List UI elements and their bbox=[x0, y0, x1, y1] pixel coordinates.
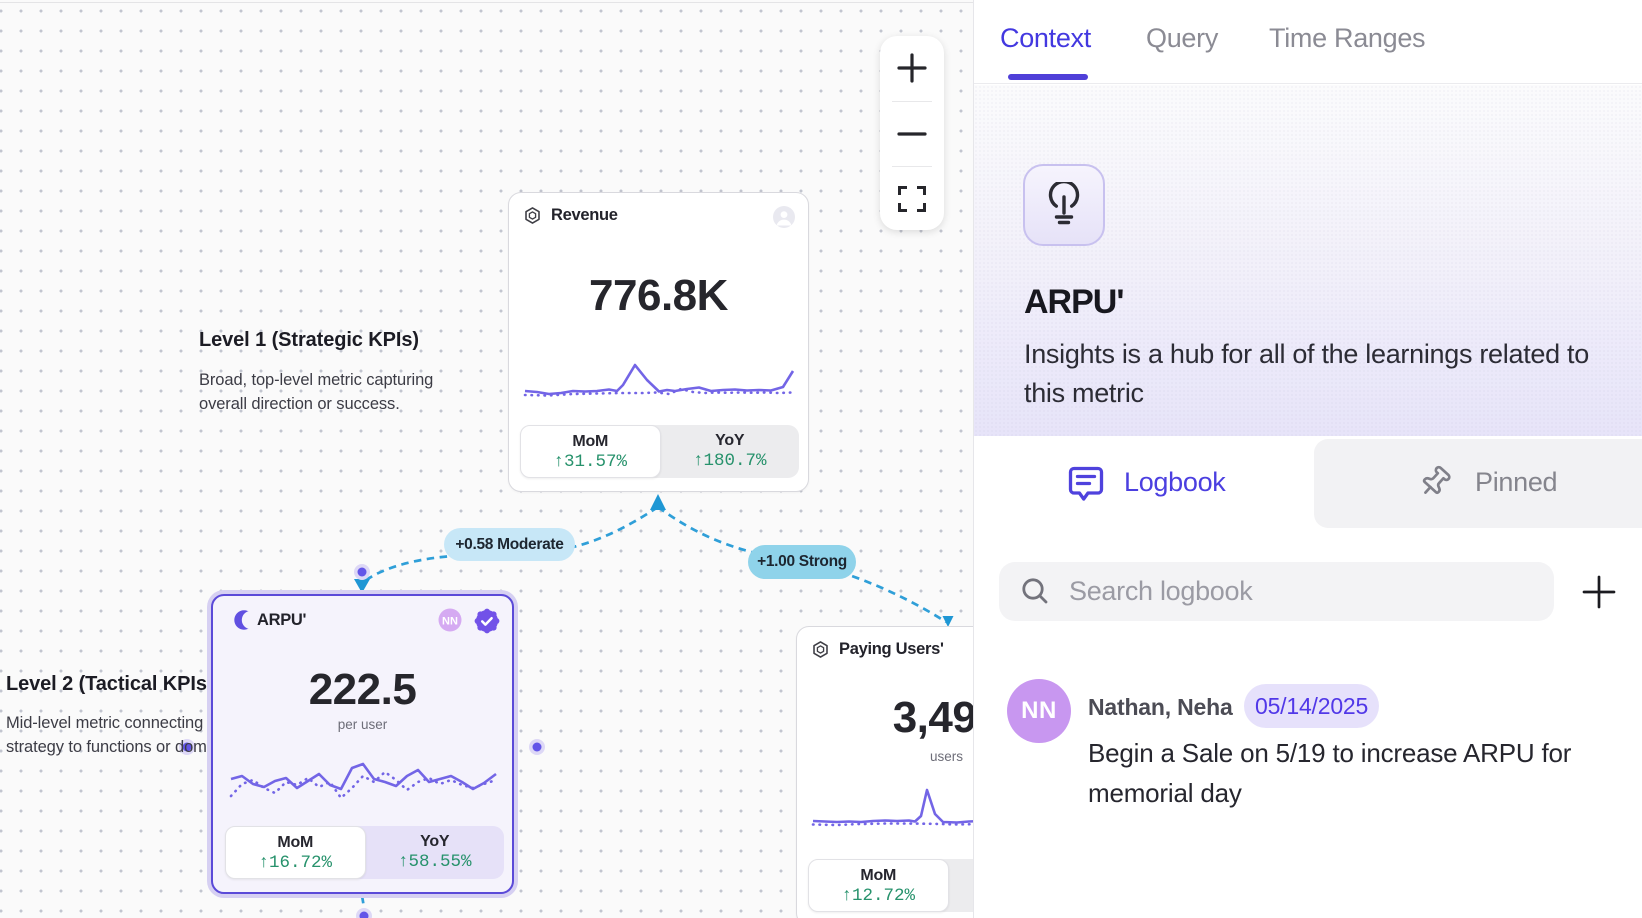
svg-text:NN: NN bbox=[442, 616, 458, 628]
